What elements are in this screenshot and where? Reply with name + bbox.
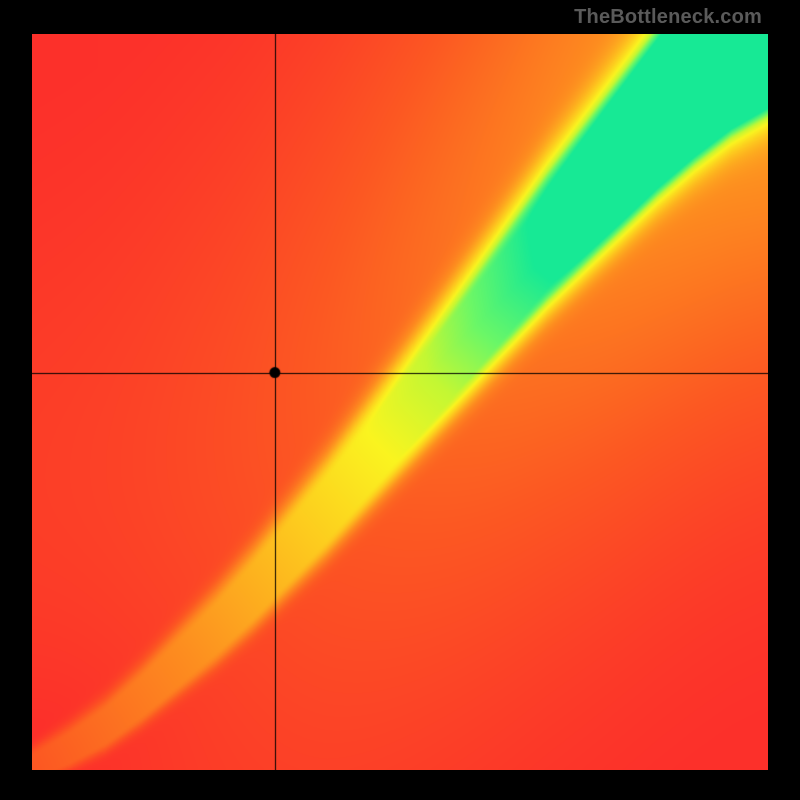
watermark-text: TheBottleneck.com <box>574 6 762 29</box>
chart-container: TheBottleneck.com <box>0 0 800 800</box>
crosshair-overlay <box>32 34 768 770</box>
heatmap-plot <box>32 34 768 770</box>
